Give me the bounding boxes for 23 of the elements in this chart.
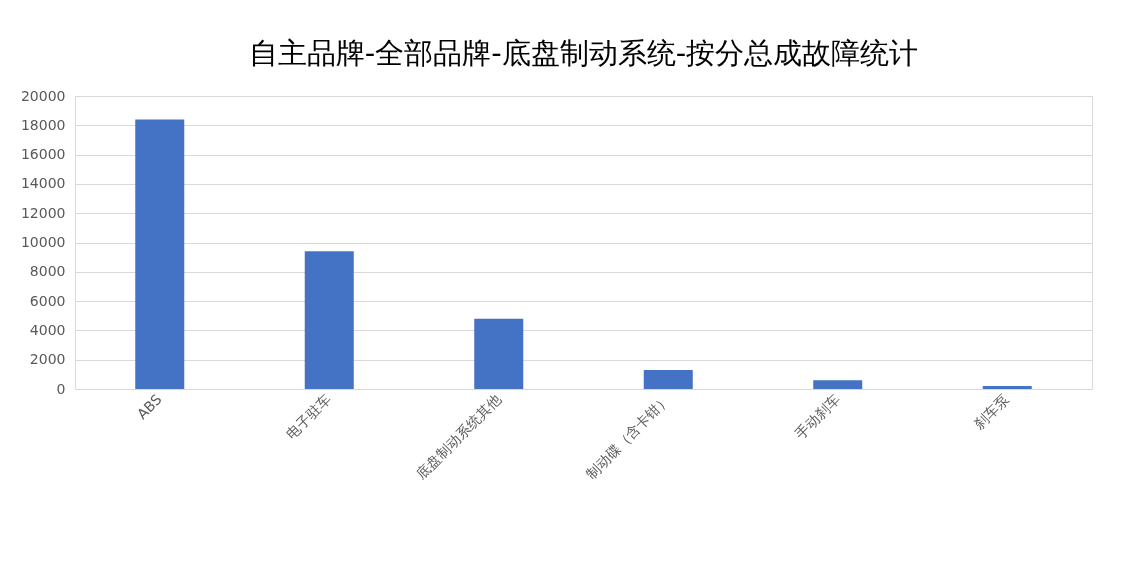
y-tick-label: 16000	[20, 146, 66, 163]
x-tick-label: 电子驻车	[283, 391, 335, 443]
y-tick-label: 12000	[20, 204, 66, 221]
bar	[982, 386, 1032, 389]
chart-title: 自主品牌-全部品牌-底盘制动系统-按分总成故障统计	[248, 36, 919, 70]
y-tick-label: 14000	[20, 175, 66, 192]
x-tick-label: 制动碟（含卡钳）	[582, 391, 674, 482]
y-tick-label: 2000	[29, 351, 66, 368]
x-tick-label: 刹车泵	[971, 391, 1013, 433]
bar	[135, 119, 185, 389]
bar	[643, 369, 693, 389]
y-tick-label: 8000	[29, 263, 66, 280]
y-tick-label: 18000	[20, 116, 66, 133]
bar	[474, 318, 524, 389]
x-tick-label: 手动刹车	[791, 391, 843, 443]
bar	[304, 251, 354, 389]
y-tick-label: 4000	[29, 321, 66, 338]
y-tick-label: 20000	[20, 87, 66, 104]
x-tick-label: 底盘制动系统其他	[413, 391, 504, 482]
bar	[813, 380, 863, 389]
y-tick-label: 6000	[29, 292, 66, 309]
y-tick-label: 0	[56, 380, 66, 397]
y-tick-label: 10000	[20, 234, 66, 250]
